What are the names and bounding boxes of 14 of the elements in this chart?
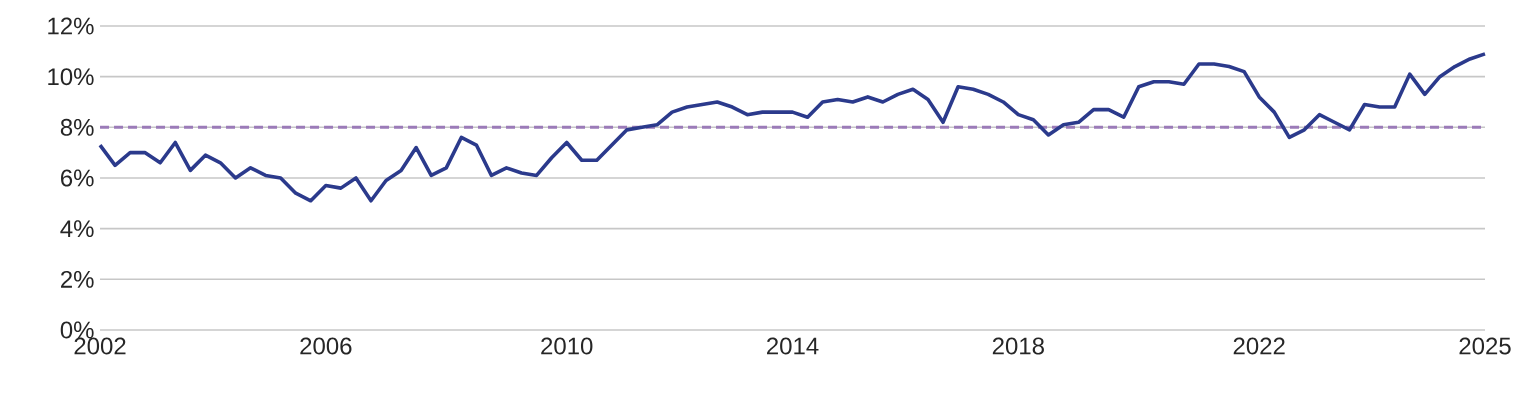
y-tick-label: 2% bbox=[61, 270, 94, 288]
y-tick-label: 4% bbox=[60, 220, 94, 238]
x-tick-label: 2025 bbox=[1459, 337, 1511, 355]
y-tick-label: 12% bbox=[48, 17, 94, 35]
y-tick-label: 8% bbox=[60, 118, 94, 136]
x-tick-label: 2006 bbox=[300, 337, 352, 355]
y-tick-label: 0% bbox=[60, 321, 94, 339]
x-tick-label: 2010 bbox=[541, 337, 593, 355]
x-tick-label: 2014 bbox=[767, 337, 819, 355]
x-tick-label: 2018 bbox=[992, 337, 1044, 355]
y-tick-label: 6% bbox=[61, 169, 94, 187]
y-tick-label: 10% bbox=[48, 68, 94, 86]
x-tick-label: 2002 bbox=[74, 337, 126, 355]
x-tick-label: 2022 bbox=[1233, 337, 1285, 355]
